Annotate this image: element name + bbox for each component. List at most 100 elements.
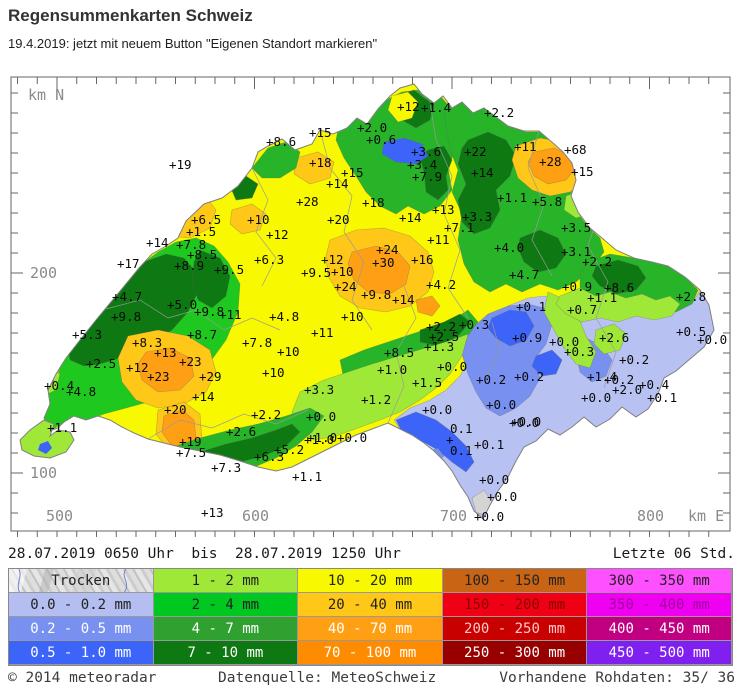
legend-label: 0.2 - 0.5 mm xyxy=(30,620,132,637)
station-value: +0.1 xyxy=(647,390,677,405)
station-value: +4.0 xyxy=(494,240,524,255)
station-value: +13 xyxy=(432,202,455,217)
station-value: +23 xyxy=(179,354,202,369)
station-value: +10 xyxy=(277,344,300,359)
map-frame xyxy=(10,76,731,532)
data-source-text: Datenquelle: MeteoSchweiz xyxy=(218,670,437,686)
station-value: +0.0 xyxy=(474,509,504,524)
station-value: +0.0 xyxy=(581,390,611,405)
station-value: +0.0 xyxy=(422,402,452,417)
station-value: +13 xyxy=(201,505,224,520)
legend-cell-2-0: 10 - 20 mm xyxy=(298,569,443,593)
station-value: +5.0 xyxy=(167,297,197,312)
station-value: +10 xyxy=(341,309,364,324)
legend-cell-0-2: 0.2 - 0.5 mm xyxy=(9,617,154,641)
station-value: +0.2 xyxy=(476,372,506,387)
station-value: +11 xyxy=(514,139,537,154)
station-value: +15 xyxy=(309,125,332,140)
legend-label: 400 - 450 mm xyxy=(608,620,710,637)
station-value: +0.6 xyxy=(366,132,396,147)
axis-labels: km N km E 200 100 500 600 700 800 xyxy=(28,86,724,525)
station-value: +28 xyxy=(539,154,562,169)
station-value: +1.3 xyxy=(424,339,454,354)
station-value: +0.3 xyxy=(459,317,489,332)
station-value: +10 xyxy=(262,365,285,380)
station-value: +3.6 xyxy=(411,144,441,159)
legend-label: 4 - 7 mm xyxy=(191,620,260,637)
legend-label: 200 - 250 mm xyxy=(464,620,566,637)
canton-border-0 xyxy=(105,299,281,331)
station-value: +1.4 xyxy=(421,100,451,115)
canton-border-8 xyxy=(483,321,501,381)
legend-label: 250 - 300 mm xyxy=(464,644,566,661)
legend-cell-2-1: 20 - 40 mm xyxy=(298,593,443,617)
region-west-dark-2 xyxy=(191,249,231,309)
legend-cell-3-3: 250 - 300 mm xyxy=(442,641,588,665)
legend-table: Trocken 0.0 - 0.2 mm 0.2 - 0.5 mm 0.5 - 1.0… xyxy=(8,568,733,666)
station-value: +18 xyxy=(309,155,332,170)
station-value: +0.0 xyxy=(487,489,517,504)
station-value: +15 xyxy=(571,164,594,179)
station-value: +10 xyxy=(331,264,354,279)
region-east-arm-dark xyxy=(591,259,647,295)
raw-data-status: Vorhandene Rohdaten: 35/ 36 xyxy=(499,670,735,686)
legend-cell-4-2: 400 - 450 mm xyxy=(587,617,732,641)
station-value: +18 xyxy=(362,195,385,210)
station-value: +9.8 xyxy=(111,309,141,324)
axis-ticks xyxy=(11,77,730,537)
region-southcenter-dark xyxy=(419,313,471,347)
region-central-orange-dot xyxy=(415,295,441,317)
station-value: +29 xyxy=(199,369,222,384)
station-value: +0.0 xyxy=(511,414,541,429)
axis-y-label-1: 100 xyxy=(30,464,57,482)
station-value: +12 xyxy=(397,99,420,114)
legend-label: 70 - 100 mm xyxy=(323,644,417,661)
station-value: +1.5 xyxy=(412,375,442,390)
copyright-text: © 2014 meteoradar xyxy=(8,670,157,686)
station-value: +8.9 xyxy=(174,258,204,273)
legend-label: 450 - 500 mm xyxy=(608,644,710,661)
legend-cell-4-0: 300 - 350 mm xyxy=(587,569,732,593)
region-northcenter-blue xyxy=(381,137,429,165)
station-value: +12 xyxy=(266,227,289,242)
region-ne-dark-2 xyxy=(517,229,567,273)
station-value: +24 xyxy=(334,279,357,294)
region-southcenter-lightgreen xyxy=(291,333,469,441)
region-se-blue-1 xyxy=(487,309,535,347)
region-west-orange xyxy=(137,347,195,393)
station-value: +0.9 xyxy=(512,330,542,345)
page-title: Regensummenkarten Schweiz xyxy=(8,6,253,25)
station-value: +0.3 xyxy=(564,344,594,359)
station-value: +0.2 xyxy=(514,369,544,384)
station-value: +24 xyxy=(376,242,399,257)
station-value: +2.8 xyxy=(676,289,706,304)
region-northcenter-dark-2 xyxy=(419,145,453,201)
station-value: +6.3 xyxy=(254,252,284,267)
station-value: +6.5 xyxy=(191,212,221,227)
station-value: +4.7 xyxy=(509,267,539,282)
axis-label-km-e: km E xyxy=(688,507,724,525)
station-value: +14 xyxy=(392,292,415,307)
legend-label: 300 - 350 mm xyxy=(608,572,710,589)
station-value: +20 xyxy=(327,212,350,227)
station-value: +0.0 xyxy=(697,332,727,347)
region-basel-green xyxy=(251,141,301,179)
station-value: +0.1 xyxy=(474,437,504,452)
station-value: +7.3 xyxy=(211,460,241,475)
station-value: +2.2 xyxy=(251,407,281,422)
legend-cell-1-1: 2 - 4 mm xyxy=(153,593,299,617)
country-outline xyxy=(43,83,715,520)
station-value: +1.4 xyxy=(587,369,617,384)
axis-x-label-3: 800 xyxy=(637,507,664,525)
station-value: +1.0 xyxy=(304,432,334,447)
station-value: +4.8 xyxy=(66,384,96,399)
station-value: +0.7 xyxy=(567,302,597,317)
terrain-texture xyxy=(17,569,128,592)
station-value: +0.9 xyxy=(562,279,592,294)
region-se-blue-2 xyxy=(531,349,563,377)
station-value: +22 xyxy=(464,144,487,159)
station-value: +7.9 xyxy=(412,169,442,184)
station-value: +0.1 xyxy=(516,299,546,314)
station-value: +12 xyxy=(126,360,149,375)
